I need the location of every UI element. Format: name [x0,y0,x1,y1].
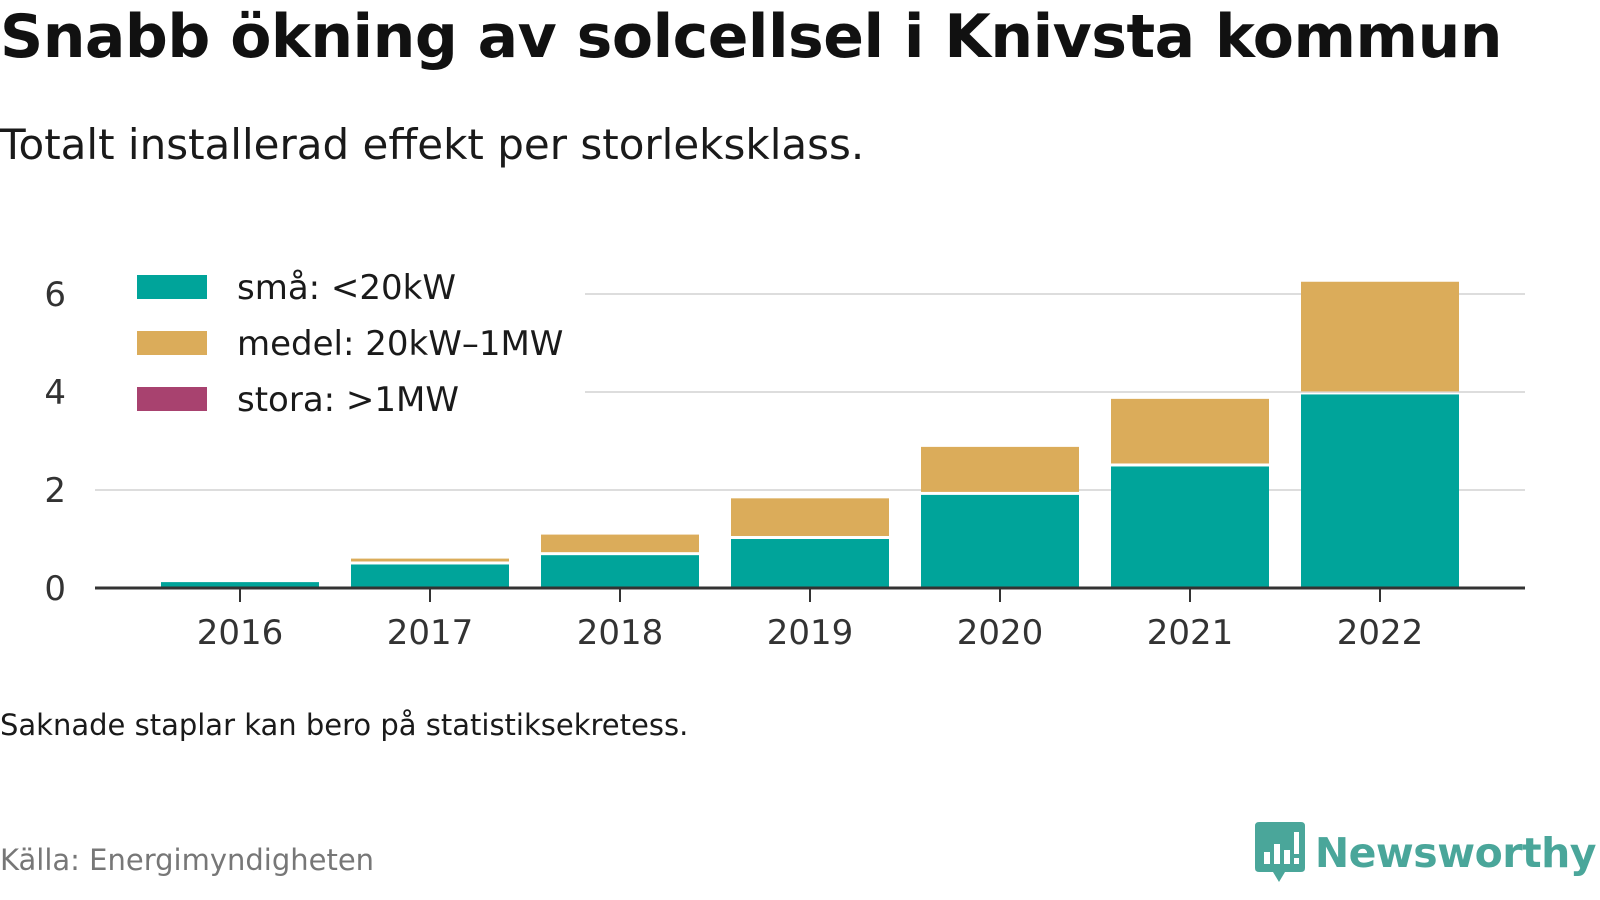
bar-segment [731,539,889,588]
bar-segment [161,582,319,588]
x-tick-label: 2022 [1337,613,1424,653]
legend: små: <20kW medel: 20kW–1MW stora: >1MW [112,262,582,422]
footnote: Saknade staplar kan bero på statistiksek… [0,708,689,742]
legend-label: små: <20kW [237,268,456,308]
y-tick-label: 4 [44,373,66,413]
bar-segment [921,446,1079,492]
y-axis-ticks: 0 2 4 6 [44,275,66,609]
bar-segment [1301,394,1459,588]
bar-segment [351,564,509,588]
x-axis-ticks: 2016 2017 2018 2019 2020 2021 2022 [197,588,1424,653]
x-tick-label: 2020 [957,613,1044,653]
legend-swatch [137,275,207,299]
newsworthy-brand: Newsworthy [1254,822,1597,884]
bar-segment [731,498,889,536]
y-tick-label: 2 [44,471,66,511]
bar-segment [1111,398,1269,464]
bar-segment [351,558,509,562]
bar-segment [1111,466,1269,588]
legend-label: stora: >1MW [237,380,459,420]
x-tick-label: 2017 [387,613,474,653]
legend-swatch [137,331,207,355]
x-tick-label: 2018 [577,613,664,653]
bars [161,281,1459,588]
chart-title: Snabb ökning av solcellsel i Knivsta kom… [0,2,1503,72]
y-tick-label: 0 [44,569,66,609]
bar-segment [541,534,699,553]
legend-swatch [137,387,207,411]
legend-label: medel: 20kW–1MW [237,324,563,364]
x-tick-label: 2021 [1147,613,1234,653]
brand-name: Newsworthy [1314,829,1597,877]
bar-segment [1301,281,1459,392]
source-credit: Källa: Energimyndigheten [0,843,375,877]
chart-subtitle: Totalt installerad effekt per storlekskl… [0,120,865,169]
stacked-bar-chart: 0 2 4 6 2016 2017 2018 2019 2020 2021 2022 små: <… [44,262,1525,653]
x-tick-label: 2016 [197,613,284,653]
bar-segment [921,494,1079,588]
newsworthy-logo-icon [1254,822,1305,882]
bar-segment [541,555,699,588]
y-tick-label: 6 [44,275,66,315]
x-tick-label: 2019 [767,613,854,653]
